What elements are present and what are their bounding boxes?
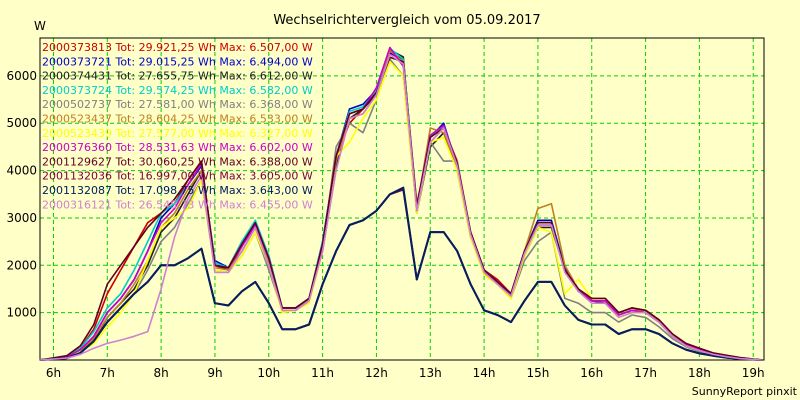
series-line-2000316121 bbox=[39, 53, 762, 361]
series-line-2001132087 bbox=[39, 186, 762, 361]
legend-entry-2000373724: 2000373724 Tot: 29.574,25 Wh Max: 6.582,… bbox=[42, 84, 313, 97]
y-axis-unit-label: W bbox=[34, 19, 46, 33]
axis-tick-labels: 6h 7h 8h 9h 10h 11h 12h 13h 14h 15h 16h 17h 18h 19h 10… bbox=[6, 69, 764, 380]
legend-entry-2000374431: 2000374431 Tot: 27.655,75 Wh Max: 6.612,… bbox=[42, 70, 313, 83]
y-tick-label-4: 5000 bbox=[6, 116, 37, 130]
series-lines bbox=[39, 46, 762, 361]
x-tick-label-11: 17h bbox=[634, 366, 657, 380]
x-tick-label-1: 7h bbox=[100, 366, 115, 380]
x-tick-label-12: 18h bbox=[688, 366, 711, 380]
x-tick-label-10: 16h bbox=[580, 366, 603, 380]
series-line-2001129627 bbox=[39, 56, 762, 361]
x-tick-label-3: 9h bbox=[207, 366, 222, 380]
plot-area-border bbox=[39, 37, 765, 361]
legend-entry-2000502737: 2000502737 Tot: 27.581,00 Wh Max: 6.368,… bbox=[42, 98, 313, 111]
x-tick-label-8: 14h bbox=[473, 366, 496, 380]
legend-entry-2000523439: 2000523439 Tot: 27.577,00 Wh Max: 6.327,… bbox=[42, 127, 313, 140]
y-tick-label-5: 6000 bbox=[6, 69, 37, 83]
legend-entry-2000373813: 2000373813 Tot: 29.921,25 Wh Max: 6.507,… bbox=[42, 41, 313, 54]
x-tick-label-2: 8h bbox=[153, 366, 168, 380]
legend-entry-2001132036: 2001132036 Tot: 16.997,00 Wh Max: 3.605,… bbox=[42, 170, 313, 183]
y-tick-label-2: 3000 bbox=[6, 211, 37, 225]
y-tick-label-0: 1000 bbox=[6, 306, 37, 320]
x-tick-label-6: 12h bbox=[365, 366, 388, 380]
legend-entry-2001129627: 2001129627 Tot: 30.060,25 Wh Max: 6.388,… bbox=[42, 155, 313, 168]
legend: 2000373813 Tot: 29.921,25 Wh Max: 6.507,… bbox=[42, 41, 313, 211]
x-tick-label-13: 19h bbox=[742, 366, 765, 380]
x-tick-label-7: 13h bbox=[419, 366, 442, 380]
legend-entry-2000376360: 2000376360 Tot: 28.531,63 Wh Max: 6.602,… bbox=[42, 141, 313, 154]
x-tick-label-4: 10h bbox=[257, 366, 280, 380]
x-tick-label-5: 11h bbox=[311, 366, 334, 380]
x-tick-label-0: 6h bbox=[46, 366, 61, 380]
legend-entry-2000523437: 2000523437 Tot: 28.604,25 Wh Max: 6.533,… bbox=[42, 113, 313, 126]
footer-credit: SunnyReport pinxit bbox=[692, 385, 798, 398]
chart-title: Wechselrichtervergleich vom 05.09.2017 bbox=[273, 13, 540, 28]
x-tick-label-9: 15h bbox=[526, 366, 549, 380]
y-tick-label-1: 2000 bbox=[6, 258, 37, 272]
legend-entry-2000316121: 2000316121 Tot: 26.545,73 Wh Max: 6.455,… bbox=[42, 198, 313, 211]
y-tick-label-3: 4000 bbox=[6, 164, 37, 178]
legend-entry-2000373721: 2000373721 Tot: 29.015,25 Wh Max: 6.494,… bbox=[42, 55, 313, 68]
legend-entry-2001132087: 2001132087 Tot: 17.098,75 Wh Max: 3.643,… bbox=[42, 184, 313, 197]
